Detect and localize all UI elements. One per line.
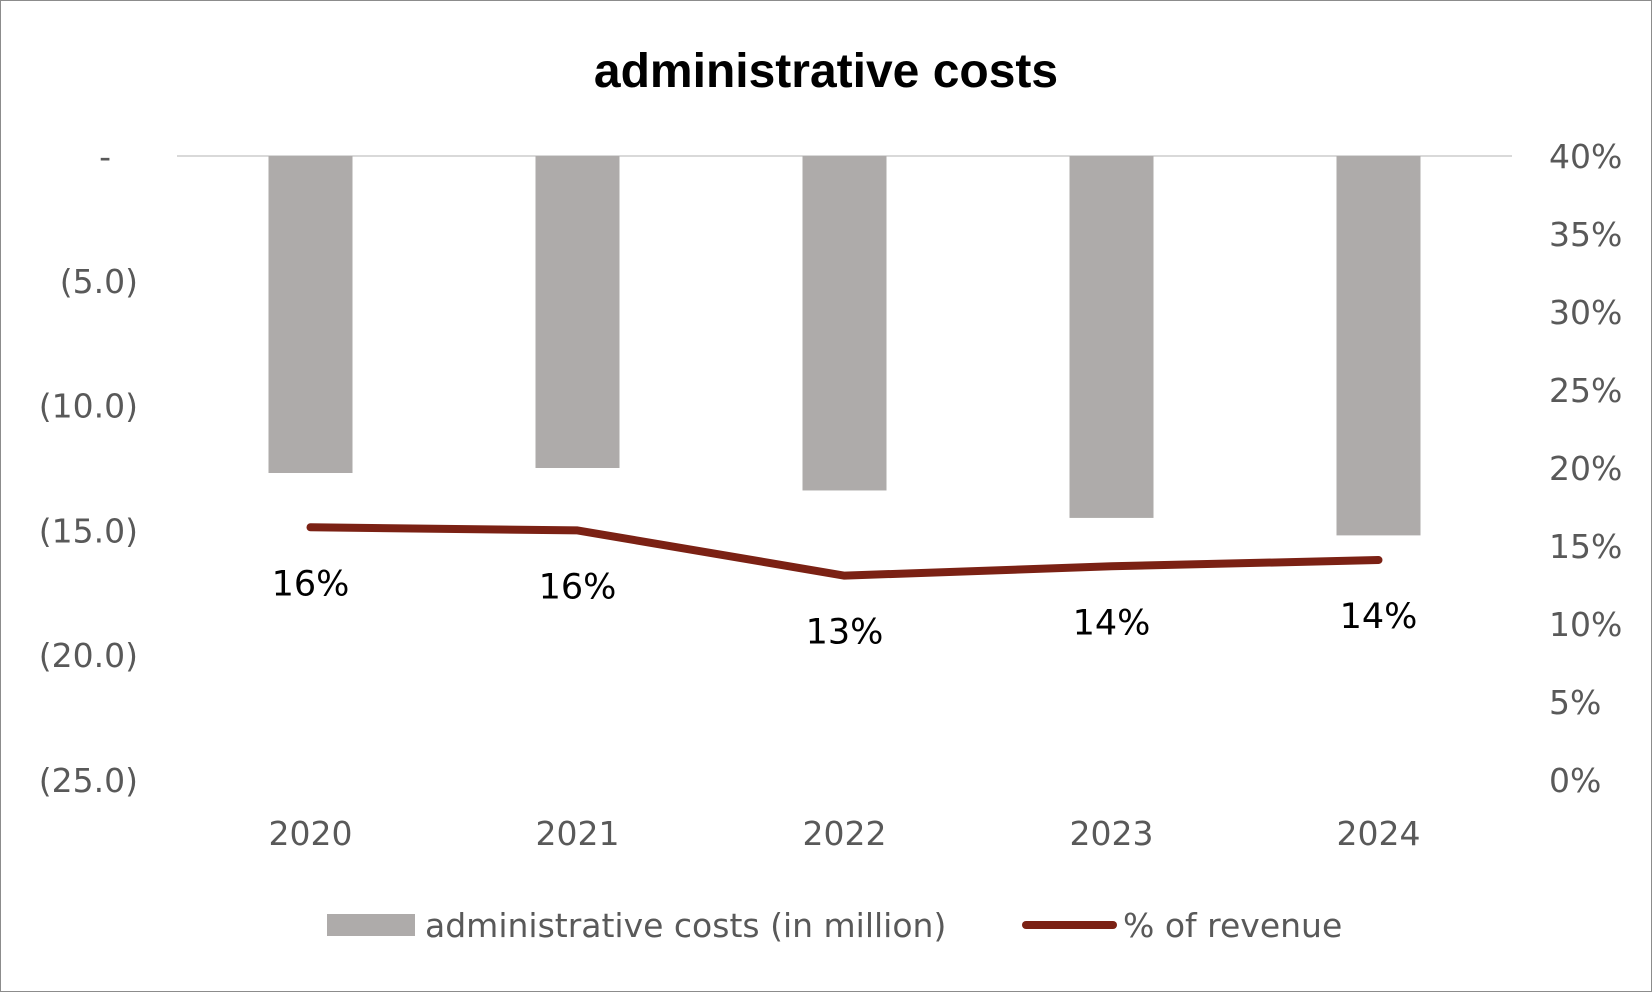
x-tick-label: 2022 [803, 814, 887, 853]
bar-2020 [268, 156, 353, 473]
right-tick-label: 30% [1549, 293, 1622, 332]
chart-title: administrative costs [594, 45, 1058, 98]
legend-swatch-bar [327, 914, 415, 936]
left-tick-label: (10.0) [39, 387, 138, 426]
left-tick-label: (20.0) [39, 636, 138, 675]
right-tick-label: 0% [1549, 761, 1601, 800]
bar-2024 [1336, 156, 1421, 536]
data-label-2023: 14% [1073, 603, 1151, 643]
left-tick-label: (15.0) [39, 511, 138, 550]
x-tick-label: 2024 [1337, 814, 1421, 853]
right-tick-label: 20% [1549, 449, 1622, 488]
data-label-2021: 16% [539, 567, 617, 607]
right-tick-label: 5% [1549, 683, 1601, 722]
left-tick-label: - [99, 137, 111, 176]
data-label-2020: 16% [272, 564, 350, 604]
x-tick-label: 2021 [536, 814, 620, 853]
right-tick-label: 40% [1549, 137, 1622, 176]
line-data-labels: 16% 16% 13% 14% 14% [272, 564, 1418, 652]
right-tick-label: 25% [1549, 371, 1622, 410]
bar-series [268, 156, 1421, 536]
data-label-2024: 14% [1340, 597, 1418, 637]
left-tick-label: (25.0) [39, 761, 138, 800]
bar-2021 [535, 156, 620, 468]
left-tick-label: (5.0) [60, 262, 138, 301]
right-axis-ticks: 40% 35% 30% 25% 20% 15% 10% 5% 0% [1549, 137, 1622, 800]
x-tick-label: 2023 [1070, 814, 1154, 853]
x-axis-labels: 2020 2021 2022 2023 2024 [269, 814, 1421, 853]
x-tick-label: 2020 [269, 814, 353, 853]
legend-label-bar: administrative costs (in million) [425, 906, 946, 945]
right-tick-label: 10% [1549, 605, 1622, 644]
legend: administrative costs (in million) % of re… [327, 906, 1342, 945]
bar-2022 [802, 156, 887, 491]
data-label-2022: 13% [806, 613, 884, 653]
legend-label-line: % of revenue [1123, 906, 1342, 945]
revenue-percent-line [306, 523, 1383, 580]
bar-2023 [1069, 156, 1154, 518]
right-tick-label: 35% [1549, 215, 1622, 254]
line-series-group [306, 523, 1383, 580]
left-axis-ticks: - (5.0) (10.0) (15.0) (20.0) (25.0) [39, 137, 138, 800]
right-tick-label: 15% [1549, 527, 1622, 566]
